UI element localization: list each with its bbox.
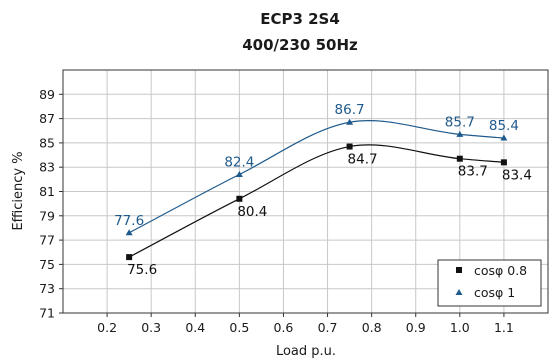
data-point-square [456, 155, 463, 162]
data-point-triangle [456, 130, 464, 137]
data-label: 84.7 [348, 152, 378, 168]
data-point-square [236, 195, 243, 202]
data-point-triangle [346, 118, 354, 125]
data-label: 83.7 [458, 164, 488, 180]
y-tick-label: 89 [39, 87, 55, 102]
chart-title: ECP3 2S4 [260, 10, 340, 28]
data-label: 75.6 [127, 262, 157, 278]
y-tick-label: 75 [39, 257, 55, 272]
data-point-triangle [235, 170, 243, 177]
data-point-square [500, 159, 507, 166]
x-tick-label: 1.1 [494, 320, 514, 335]
data-label: 80.4 [237, 204, 267, 220]
data-point-square [126, 254, 133, 261]
legend-label-cos-1: cosφ 1 [474, 285, 515, 300]
x-tick-label: 0.7 [318, 320, 338, 335]
data-label: 85.7 [445, 114, 475, 130]
y-axis-label: Efficiency % [11, 151, 26, 230]
x-tick-label: 0.9 [406, 320, 426, 335]
data-point-triangle [500, 134, 508, 141]
x-tick-label: 0.5 [229, 320, 249, 335]
x-tick-label: 0.3 [141, 320, 161, 335]
data-point-square [346, 143, 353, 150]
y-tick-label: 71 [39, 306, 55, 321]
y-tick-label: 73 [39, 281, 55, 296]
data-label: 85.4 [489, 118, 519, 134]
data-label: 86.7 [335, 102, 365, 118]
data-point-triangle [125, 229, 133, 236]
legend-marker-triangle [455, 289, 463, 295]
y-tick-label: 85 [39, 135, 55, 150]
series-cos-0-8: 75.6 80.4 84.7 83.7 83.4 [126, 143, 532, 278]
chart-subtitle: 400/230 50Hz [242, 36, 358, 54]
x-axis-ticks: 0.2 0.3 0.4 0.5 0.6 0.7 0.8 0.9 1.0 1.1 [97, 313, 514, 335]
data-label: 83.4 [502, 167, 532, 183]
y-tick-label: 79 [39, 208, 55, 223]
x-axis-label: Load p.u. [276, 344, 336, 359]
y-tick-label: 81 [39, 184, 55, 199]
y-axis-ticks: 71 73 75 77 79 81 83 85 87 89 [39, 87, 63, 321]
legend-marker-square [456, 267, 462, 273]
series-layer: 75.6 80.4 84.7 83.7 83.4 77.6 82.4 86.7 85.7 85.4 [114, 102, 532, 278]
data-label: 77.6 [114, 213, 144, 229]
y-tick-label: 77 [39, 233, 55, 248]
series-cos-1: 77.6 82.4 86.7 85.7 85.4 [114, 102, 519, 236]
x-tick-label: 0.2 [97, 320, 117, 335]
legend-label-cos-0-8: cosφ 0.8 [474, 263, 527, 278]
legend: cosφ 0.8 cosφ 1 [437, 259, 542, 307]
x-tick-label: 0.8 [362, 320, 382, 335]
legend-box [437, 259, 542, 307]
series-line [128, 119, 504, 234]
data-label: 82.4 [224, 154, 254, 170]
x-tick-label: 0.6 [274, 320, 294, 335]
x-tick-label: 1.0 [450, 320, 470, 335]
y-tick-label: 83 [39, 160, 55, 175]
x-tick-label: 0.4 [185, 320, 205, 335]
y-tick-label: 87 [39, 111, 55, 126]
